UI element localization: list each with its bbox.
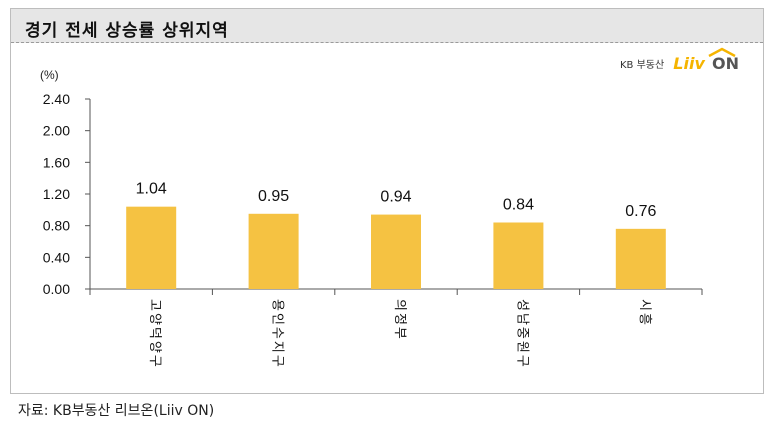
bar [126,206,177,289]
logo-liiv-text: Liiv [673,54,705,73]
data-label: 0.84 [503,197,534,214]
x-category-label: 의정부 [392,299,407,341]
y-axis-unit-label: (%) [40,68,59,82]
data-label: 0.94 [380,189,411,206]
y-tick-label: 0.80 [43,218,70,234]
data-label: 0.95 [258,188,289,205]
bar [615,228,666,289]
data-label: 0.76 [625,203,656,220]
logo-on-label: ON [711,54,739,73]
chart-frame: 경기 전세 상승률 상위지역 [10,8,764,394]
bar [248,213,299,289]
kb-liiv-on-logo: KB 부동산 Liiv ON [620,47,739,73]
chart-title: 경기 전세 상승률 상위지역 [25,21,229,41]
y-tick-label: 0.40 [43,249,70,265]
bar [371,214,421,289]
bar-chart: (%) 0.00 0.40 0.80 1.20 1.60 2.00 2.40 1.04 고양덕양구… [40,68,703,369]
y-tick-label: 2.40 [43,91,70,107]
logo-kb-text: KB 부동산 [620,60,665,71]
y-tick-label: 1.60 [43,154,70,170]
x-category-label: 성남중원구 [514,299,529,369]
logo-on-text: ON [708,47,739,73]
x-category-label: 시흥 [637,299,652,327]
x-category-label: 용인수지구 [270,299,285,369]
y-tick-label: 0.00 [43,281,70,297]
chart-header: 경기 전세 상승률 상위지역 [11,9,763,43]
y-tick-label: 2.00 [43,123,70,139]
x-category-label: 고양덕양구 [147,299,162,369]
source-note: 자료: KB부동산 리브온(Liiv ON) [18,403,215,419]
roof-icon [708,47,736,57]
data-label: 1.04 [136,181,167,198]
y-tick-label: 1.20 [43,186,70,202]
bar [493,222,544,289]
